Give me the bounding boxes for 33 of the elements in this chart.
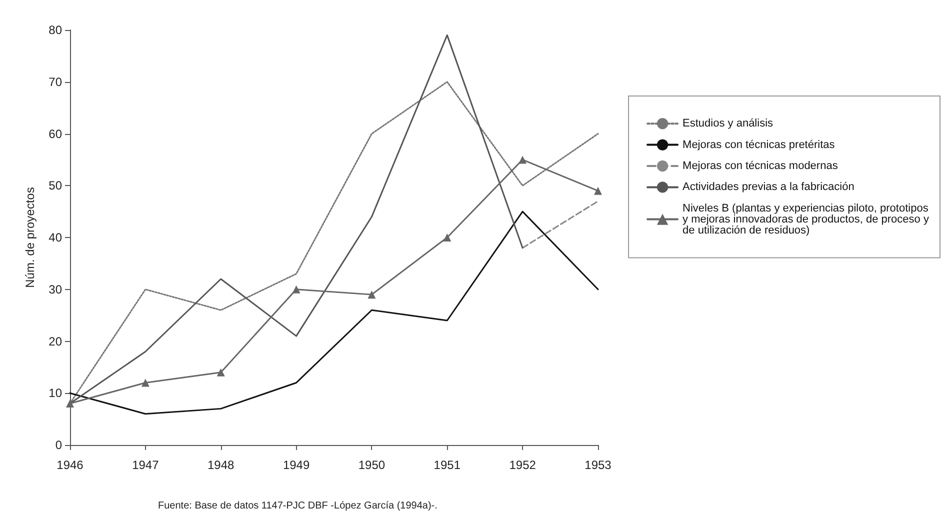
- y-tick-label: 70: [48, 74, 62, 89]
- y-tick-label: 50: [48, 178, 62, 193]
- line-series: [69, 210, 599, 415]
- point: [141, 378, 150, 387]
- point: [443, 234, 452, 242]
- x-tick-label: 1946: [56, 458, 84, 472]
- point: [216, 368, 225, 376]
- point: [594, 186, 602, 195]
- legend-label: Mejoras con técnicas modernas: [682, 160, 838, 172]
- legend-label: Mejoras con técnicas pretéritas: [682, 138, 836, 151]
- x-tick-label: 1953: [584, 458, 612, 472]
- y-tick-label: 30: [48, 282, 62, 296]
- y-tick-label: 60: [48, 126, 62, 141]
- point: [66, 400, 74, 408]
- y-tick-label: 80: [48, 23, 62, 37]
- y-tick-label: 20: [48, 334, 62, 348]
- point: [292, 285, 300, 294]
- point: [368, 290, 376, 299]
- y-tick-label: 40: [48, 230, 62, 244]
- legend-label: Actividades previas a la fabricación: [682, 181, 854, 194]
- x-tick-label: 1949: [282, 458, 310, 472]
- x-tick-label: 1950: [358, 458, 386, 472]
- source-note: Fuente: Base de datos 1147-PJC DBF -López García (1994a)-.: [158, 500, 438, 512]
- y-tick-label: 10: [48, 386, 62, 400]
- point: [518, 156, 527, 164]
- x-tick-label: 1952: [509, 458, 536, 472]
- x-tick-label: 1948: [208, 458, 235, 472]
- y-axis-title: Núm. de proyectos: [23, 187, 37, 288]
- x-tick-label: 1947: [132, 458, 160, 472]
- legend-label: Niveles B (plantas y experiencias piloto, prototipos y mejoras innovadoras de productos, de proceso y de utilización de residuos): [682, 202, 932, 236]
- x-tick-label: 1951: [434, 458, 461, 472]
- y-tick-label: 0: [55, 438, 62, 452]
- legend-label: Estudios y análisis: [682, 118, 774, 130]
